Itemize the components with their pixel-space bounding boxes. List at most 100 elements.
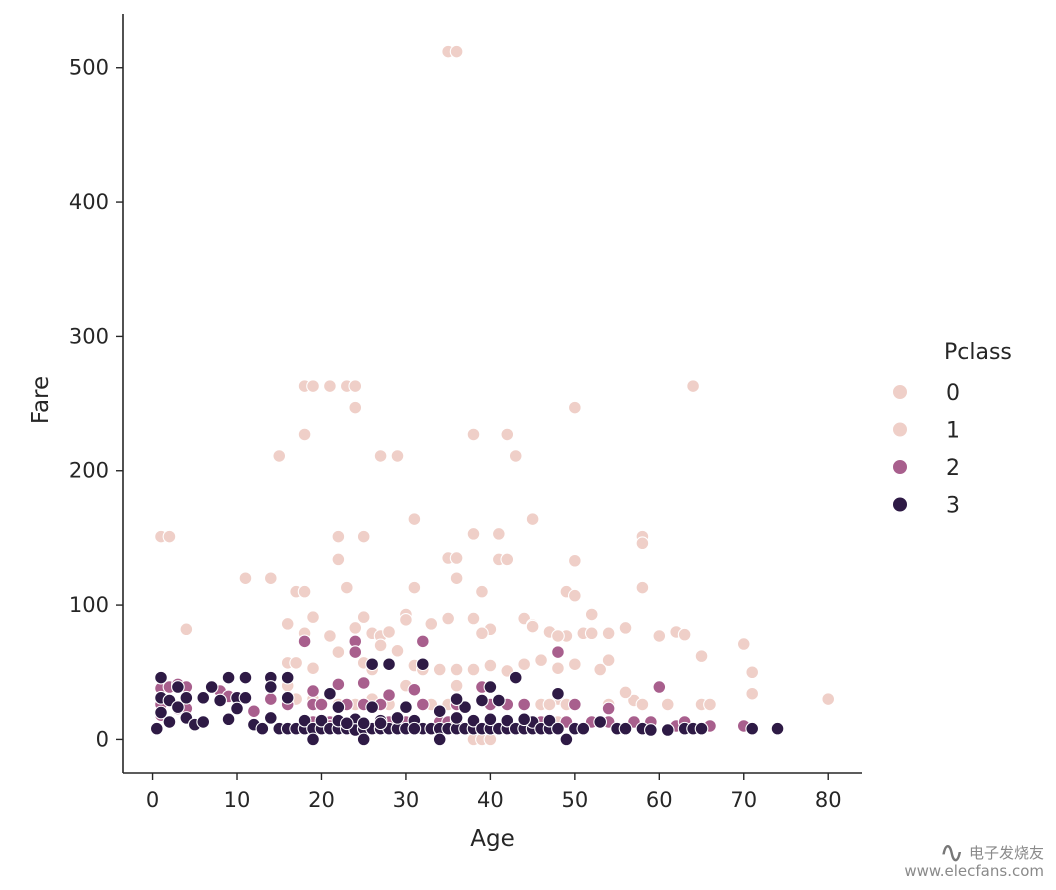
- scatter-point-pclass-2: [407, 682, 422, 697]
- scatter-point-pclass-3: [399, 700, 413, 715]
- watermark-url: www.elecfans.com: [904, 862, 1044, 880]
- scatter-point-pclass-1: [567, 588, 582, 603]
- watermark-brand: 电子发烧友: [968, 843, 1044, 862]
- scatter-point-pclass-1: [466, 427, 481, 442]
- scatter-point-pclass-2: [415, 697, 430, 712]
- scatter-point-pclass-3: [356, 716, 371, 731]
- scatter-point-pclass-1: [525, 512, 540, 526]
- legend-title: Pclass: [944, 340, 1012, 365]
- scatter-point-pclass-1: [449, 678, 464, 693]
- scatter-point-pclass-2: [263, 692, 278, 706]
- scatter-point-pclass-3: [196, 690, 211, 705]
- scatter-point-pclass-1: [331, 645, 346, 659]
- scatter-point-pclass-3: [221, 670, 236, 685]
- scatter-point-pclass-3: [331, 700, 346, 715]
- scatter-point-pclass-1: [567, 400, 582, 415]
- scatter-point-pclass-3: [314, 713, 329, 728]
- scatter-point-pclass-1: [483, 658, 498, 673]
- scatter-point-pclass-1: [466, 611, 481, 626]
- y-tick-label: 200: [69, 459, 109, 483]
- scatter-point-pclass-1: [593, 662, 608, 677]
- legend-label-0: 0: [946, 381, 960, 406]
- scatter-point-pclass-1: [635, 697, 650, 712]
- x-axis-ticks: 0 10 20 30 40 50 60 70 80: [146, 773, 842, 812]
- y-tick-label: 0: [96, 727, 109, 751]
- x-tick-label: 30: [393, 788, 420, 812]
- scatter-point-pclass-1: [407, 580, 422, 595]
- x-axis-title: Age: [470, 826, 514, 852]
- scatter-point-pclass-3: [407, 721, 422, 736]
- scatter-point-pclass-3: [551, 721, 565, 736]
- y-tick-label: 100: [69, 593, 109, 617]
- scatter-point-pclass-1: [567, 657, 582, 672]
- scatter-point-pclass-2: [306, 684, 320, 698]
- scatter-point-pclass-3: [204, 680, 219, 694]
- scatter-point-pclass-1: [297, 584, 312, 599]
- scatter-point-pclass-1: [179, 622, 194, 637]
- scatter-point-pclass-1: [601, 653, 616, 668]
- scatter-point-pclass-1: [745, 665, 760, 680]
- scatter-point-pclass-3: [559, 732, 574, 747]
- y-tick-label: 400: [69, 190, 109, 214]
- scatter-point-pclass-3: [415, 657, 430, 672]
- scatter-point-pclass-1: [272, 449, 287, 463]
- scatter-point-pclass-2: [517, 697, 532, 712]
- scatter-point-pclass-1: [542, 697, 557, 712]
- legend-marker-1: [892, 421, 908, 438]
- scatter-point-pclass-2: [331, 677, 346, 692]
- scatter-point-pclass-1: [441, 611, 456, 626]
- scatter-point-pclass-3: [644, 723, 658, 737]
- x-tick-label: 0: [146, 788, 159, 812]
- scatter-point-pclass-3: [297, 713, 312, 728]
- x-tick-label: 80: [815, 788, 842, 812]
- scatter-point-pclass-1: [584, 626, 599, 641]
- scatter-point-pclass-1: [339, 580, 354, 595]
- scatter-point-pclass-3: [196, 715, 211, 729]
- scatter-point-pclass-1: [491, 527, 506, 541]
- scatter-point-pclass-3: [171, 700, 185, 715]
- scatter-point-pclass-3: [475, 693, 489, 708]
- scatter-point-pclass-2: [382, 688, 396, 702]
- scatter-point-pclass-3: [356, 732, 371, 747]
- scatter-point-pclass-1: [517, 657, 532, 672]
- scatter-point-pclass-1: [331, 529, 346, 544]
- scatter-point-pclass-1: [821, 692, 836, 706]
- legend-label-3: 3: [946, 494, 960, 519]
- scatter-point-pclass-3: [449, 711, 464, 725]
- scatter-point-pclass-2: [297, 634, 312, 649]
- scatter-point-pclass-1: [449, 551, 464, 565]
- y-axis-ticks: 0 100 200 300 400 500: [69, 56, 123, 751]
- scatter-point-pclass-3: [263, 711, 278, 725]
- scatter-point-pclass-1: [297, 427, 312, 442]
- scatter-point-pclass-1: [525, 619, 540, 634]
- scatter-point-pclass-3: [483, 712, 498, 727]
- scatter-point-pclass-1: [677, 627, 692, 642]
- scatter-point-pclass-1: [424, 617, 439, 631]
- scatter-point-pclass-1: [584, 607, 599, 622]
- scatter-point-pclass-1: [703, 697, 717, 712]
- scatter-point-pclass-1: [652, 629, 667, 643]
- scatter-point-pclass-3: [593, 715, 608, 729]
- scatter-point-pclass-2: [551, 645, 565, 659]
- scatter-point-pclass-1: [407, 512, 422, 526]
- scatter-point-pclass-1: [475, 626, 489, 641]
- scatter-point-pclass-1: [348, 400, 363, 415]
- scatter-point-pclass-3: [449, 692, 464, 706]
- scatter-point-pclass-3: [542, 713, 557, 728]
- scatter-point-pclass-2: [356, 676, 371, 690]
- y-tick-label: 300: [69, 324, 109, 348]
- scatter-point-pclass-3: [618, 721, 633, 736]
- scatter-point-pclass-3: [365, 657, 379, 672]
- scatter-point-pclass-3: [491, 693, 506, 708]
- scatter-point-pclass-1: [449, 662, 464, 677]
- scatter-point-pclass-1: [348, 621, 363, 635]
- scatter-point-pclass-3: [162, 715, 177, 729]
- x-tick-label: 60: [646, 788, 673, 812]
- scatter-point-pclass-1: [466, 662, 481, 677]
- scatter-point-pclass-1: [356, 529, 371, 544]
- watermark: ∿ 电子发烧友 www.elecfans.com: [904, 838, 1044, 881]
- scatter-point-pclass-1: [475, 584, 489, 599]
- scatter-point-pclass-1: [373, 449, 388, 463]
- scatter-point-pclass-3: [660, 723, 675, 737]
- x-tick-label: 40: [477, 788, 504, 812]
